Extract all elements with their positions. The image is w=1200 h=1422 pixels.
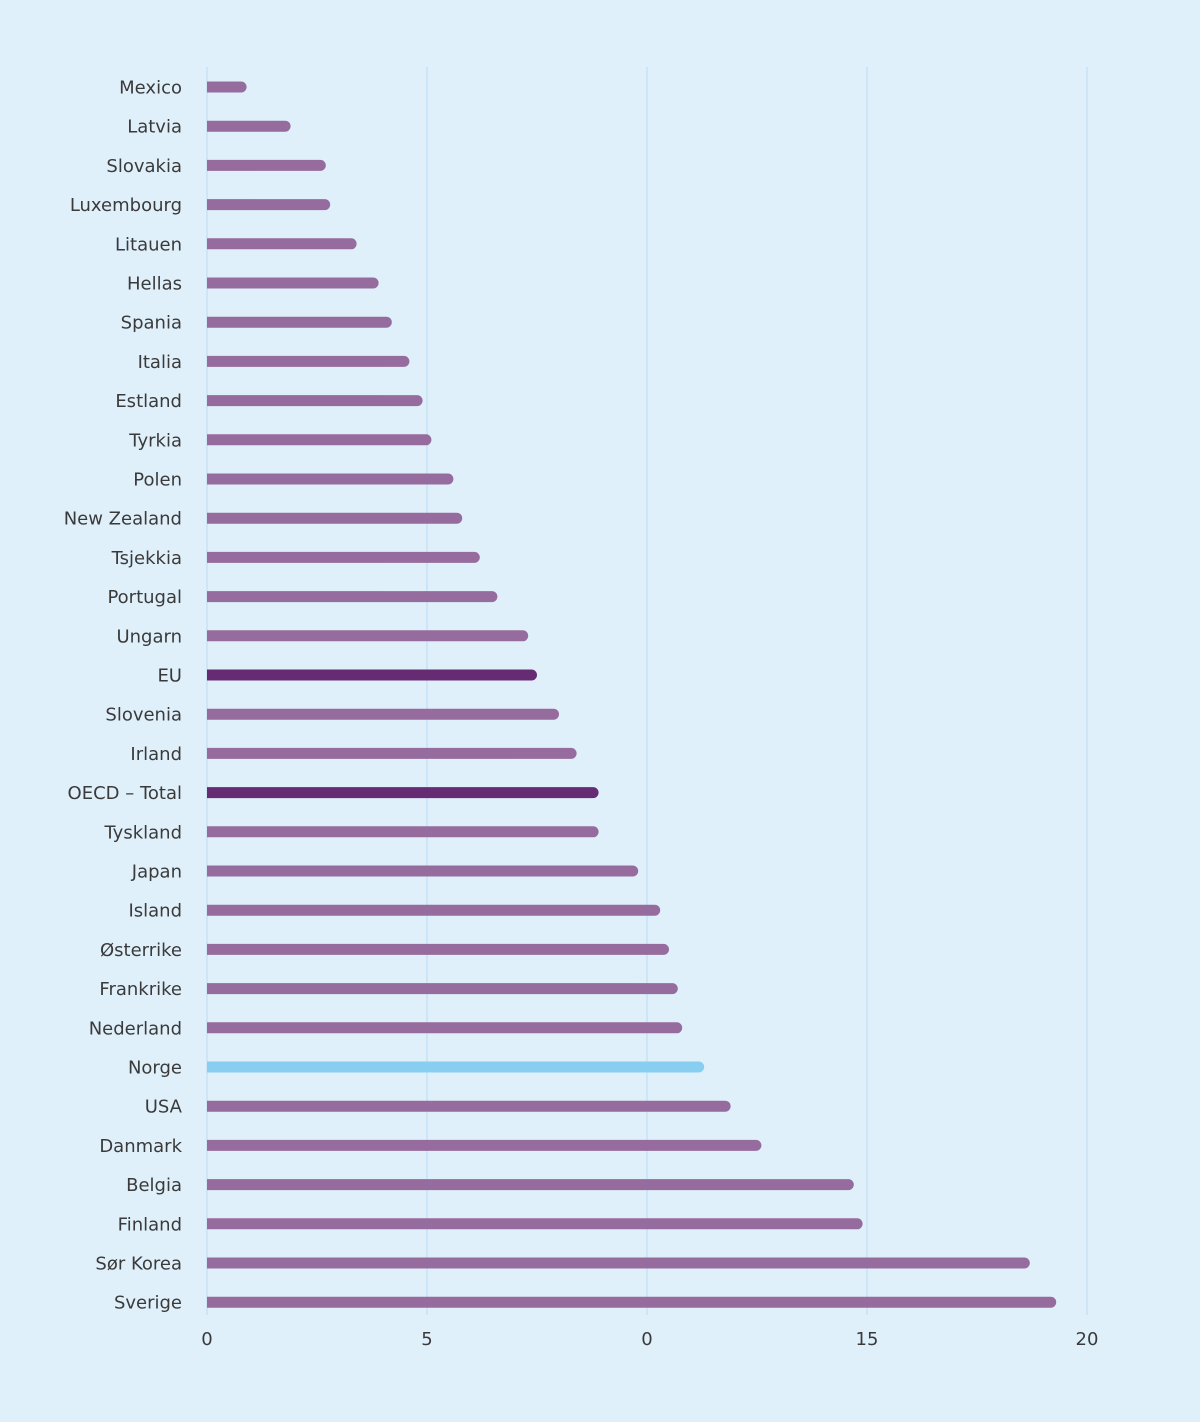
x-tick-label: 20	[1076, 1329, 1099, 1350]
bar-tsjekkia	[207, 551, 480, 563]
category-label: New Zealand	[64, 509, 182, 530]
category-label: Slovenia	[105, 705, 182, 726]
category-label: Sverige	[114, 1293, 182, 1314]
category-labels: Mexico Latvia Slovakia Luxembourg Litauen Hel…	[64, 78, 183, 1314]
bar-estland	[207, 395, 423, 407]
category-label: Mexico	[119, 78, 182, 99]
bar-eu	[207, 669, 537, 681]
category-label: Hellas	[127, 274, 182, 295]
category-label: Belgia	[126, 1175, 182, 1196]
bar-danmark	[207, 1139, 762, 1151]
category-label: Finland	[118, 1214, 182, 1235]
category-label: Estland	[115, 391, 182, 412]
bar-oecd-total	[207, 787, 599, 799]
bars	[207, 81, 1057, 1308]
bar-portugal	[207, 591, 498, 603]
category-label: Irland	[130, 744, 182, 765]
bar-polen	[207, 473, 454, 485]
bar-slovenia	[207, 708, 559, 720]
bar-luxembourg	[207, 199, 331, 211]
x-tick-label: 15	[856, 1329, 879, 1350]
category-label: Latvia	[127, 117, 182, 138]
gridlines	[206, 67, 1088, 1315]
category-label: Norge	[128, 1058, 182, 1079]
bar-latvia	[207, 120, 291, 132]
bar-belgia	[207, 1179, 854, 1191]
bar-tyrkia	[207, 434, 432, 446]
category-label: Ungarn	[116, 626, 182, 647]
category-label: Japan	[131, 862, 182, 883]
bar-finland	[207, 1218, 863, 1230]
category-label: Litauen	[115, 234, 182, 255]
category-label: Slovakia	[106, 156, 182, 177]
category-label: Tyrkia	[128, 430, 182, 451]
bar-italia	[207, 355, 410, 367]
bar-new-zealand	[207, 512, 463, 524]
category-label: EU	[157, 666, 182, 687]
bar-norge	[207, 1061, 705, 1073]
category-label: Italia	[138, 352, 182, 373]
bar-slovakia	[207, 159, 326, 171]
bar-sør-korea	[207, 1257, 1030, 1269]
bar-ungarn	[207, 630, 529, 642]
category-label: Østerrike	[100, 940, 182, 961]
category-label: Polen	[133, 470, 182, 491]
category-label: Tsjekkia	[111, 548, 182, 569]
category-label: USA	[145, 1097, 183, 1118]
bar-usa	[207, 1100, 731, 1112]
bar-irland	[207, 747, 577, 759]
category-label: Spania	[121, 313, 182, 334]
bar-hellas	[207, 277, 379, 289]
bar-tyskland	[207, 826, 599, 838]
x-tick-label: 5	[421, 1329, 432, 1350]
bar-frankrike	[207, 983, 678, 995]
bar-japan	[207, 865, 639, 877]
x-axis-tick-labels: 0 5 0 15 20	[201, 1329, 1098, 1350]
category-label: Portugal	[107, 587, 182, 608]
bar-mexico	[207, 81, 247, 93]
bar-litauen	[207, 238, 357, 250]
bar-sverige	[207, 1296, 1057, 1308]
bar-island	[207, 904, 661, 916]
category-label: Island	[128, 901, 182, 922]
category-label: Luxembourg	[70, 195, 182, 216]
category-label: Frankrike	[99, 979, 182, 1000]
x-tick-label: 0	[641, 1329, 652, 1350]
bar-nederland	[207, 1022, 683, 1034]
category-label: OECD – Total	[68, 783, 182, 804]
category-label: Danmark	[99, 1136, 182, 1157]
bar-østerrike	[207, 943, 669, 955]
category-label: Sør Korea	[95, 1254, 182, 1275]
x-tick-label: 0	[201, 1329, 212, 1350]
category-label: Nederland	[89, 1018, 182, 1039]
category-label: Tyskland	[103, 822, 182, 843]
bar-spania	[207, 316, 392, 328]
